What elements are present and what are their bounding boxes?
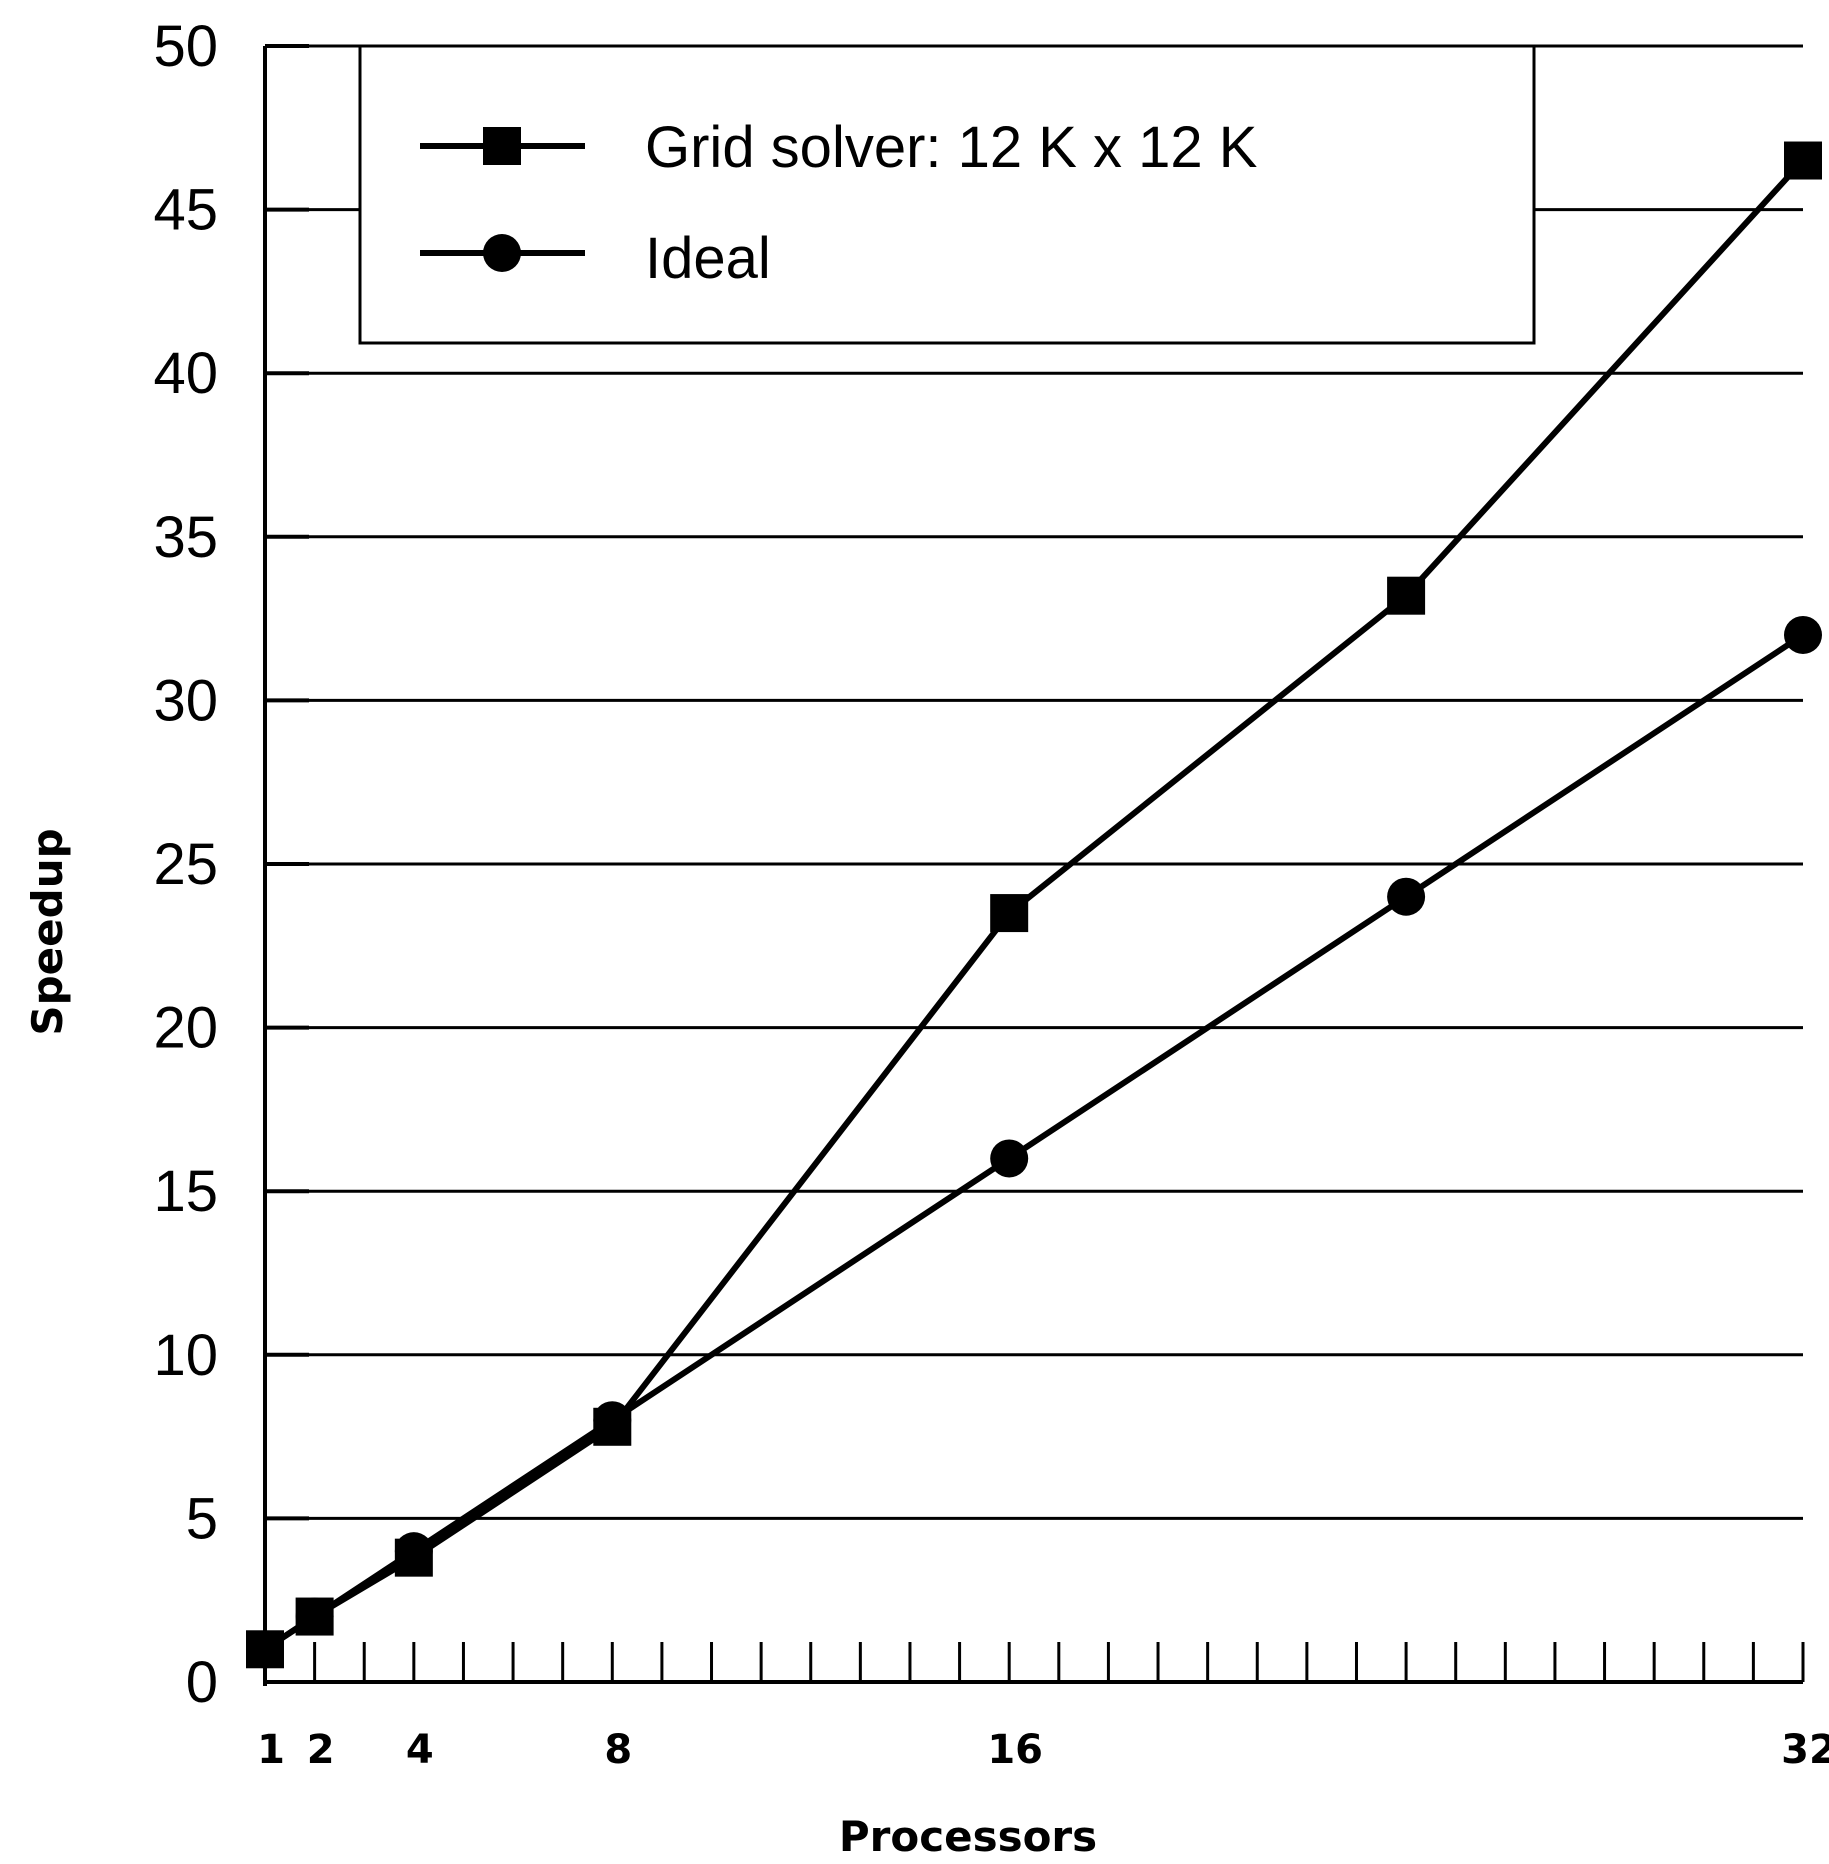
legend-marker-circle (483, 234, 521, 272)
x-tick-label: 2 (307, 1727, 335, 1773)
y-tick-label: 5 (186, 1486, 218, 1551)
x-tick-label: 16 (987, 1727, 1043, 1773)
legend: Grid solver: 12 K x 12 K Ideal (358, 44, 1536, 345)
series (246, 141, 1822, 1669)
data-point-grid-solver (593, 1407, 632, 1446)
x-tick-label: 4 (406, 1727, 434, 1773)
y-tick-labels: 0 5 10 15 20 25 30 35 40 45 50 (153, 14, 218, 1715)
data-point-grid-solver (295, 1597, 334, 1636)
y-tick-label: 0 (186, 1650, 218, 1715)
data-point-ideal (1387, 877, 1426, 916)
y-tick-label: 20 (153, 996, 218, 1061)
y-tick-label: 10 (153, 1323, 218, 1388)
y-axis-title: Speedup (23, 828, 72, 1035)
legend-box (358, 44, 1536, 345)
x-tick-label: 1 (257, 1727, 285, 1773)
y-tick-label: 50 (153, 14, 218, 79)
y-tick-label: 40 (153, 341, 218, 406)
data-point-grid-solver (990, 894, 1029, 933)
x-tick-labels: 1 2 4 8 16 32 (257, 1727, 1829, 1773)
data-point-grid-solver (394, 1538, 433, 1577)
series-line-ideal (263, 632, 1805, 1652)
data-point-ideal (990, 1139, 1029, 1178)
axes (263, 44, 1805, 1686)
y-tick-label: 30 (153, 668, 218, 733)
data-point-grid-solver (1387, 576, 1426, 615)
data-point-ideal (1784, 615, 1822, 654)
legend-label-grid-solver: Grid solver: 12 K x 12 K (645, 115, 1258, 180)
y-tick-label: 15 (153, 1159, 218, 1224)
data-point-grid-solver (1784, 141, 1822, 180)
legend-label-ideal: Ideal (645, 226, 771, 291)
y-tick-label: 45 (153, 178, 218, 243)
x-tick-label: 8 (604, 1727, 632, 1773)
legend-entry-ideal: Ideal (420, 226, 771, 291)
y-tick-label: 25 (153, 832, 218, 897)
legend-entry-grid-solver: Grid solver: 12 K x 12 K (420, 115, 1258, 180)
legend-marker-square (483, 127, 521, 165)
x-tick-label: 32 (1781, 1727, 1829, 1773)
y-tick-label: 35 (153, 505, 218, 570)
data-point-grid-solver (246, 1630, 284, 1669)
x-axis-title: Processors (839, 1812, 1097, 1861)
series-line-grid-solver (263, 158, 1806, 1652)
